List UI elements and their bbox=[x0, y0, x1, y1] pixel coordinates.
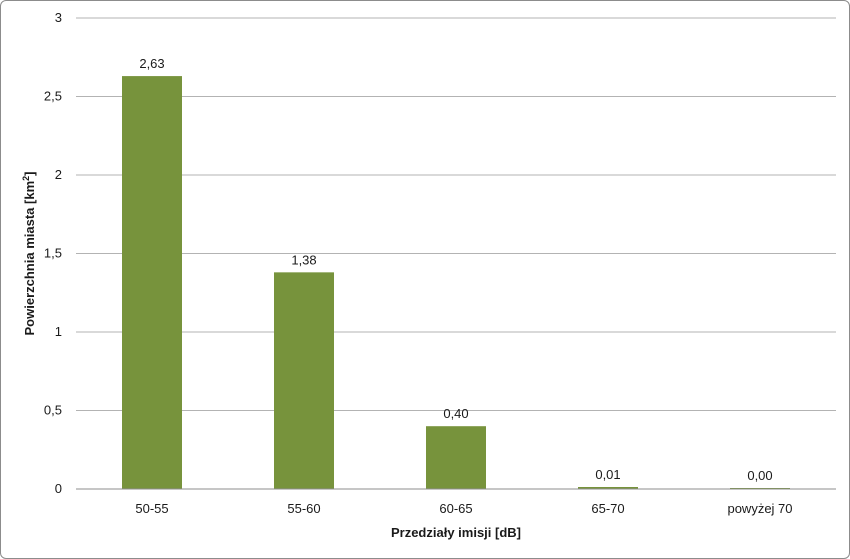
bars bbox=[122, 76, 790, 489]
y-axis-ticks: 0 0,5 1 1,5 2 2,5 3 bbox=[44, 10, 62, 496]
y-tick-label: 1 bbox=[55, 324, 62, 339]
y-tick-label: 0 bbox=[55, 481, 62, 496]
x-tick-label: 50-55 bbox=[135, 501, 168, 516]
data-label: 0,00 bbox=[747, 468, 772, 483]
y-axis-title-end: ] bbox=[22, 172, 37, 176]
bar-65-70 bbox=[578, 487, 638, 489]
bar-55-60 bbox=[274, 272, 334, 489]
y-tick-label: 1,5 bbox=[44, 246, 62, 261]
data-label: 1,38 bbox=[291, 252, 316, 267]
data-label: 0,01 bbox=[595, 467, 620, 482]
y-axis-title-sup: 2 bbox=[21, 176, 31, 181]
x-axis-title: Przedziały imisji [dB] bbox=[391, 525, 521, 540]
y-tick-label: 0,5 bbox=[44, 403, 62, 418]
gridlines bbox=[76, 17, 836, 411]
x-tick-label: 65-70 bbox=[591, 501, 624, 516]
y-axis-title-main: Powierzchnia miasta [km bbox=[22, 181, 37, 336]
x-tick-label: 55-60 bbox=[287, 501, 320, 516]
x-tick-label: 60-65 bbox=[439, 501, 472, 516]
y-tick-label: 2 bbox=[55, 167, 62, 182]
data-label: 2,63 bbox=[139, 56, 164, 71]
x-tick-label: powyżej 70 bbox=[727, 501, 792, 516]
data-labels: 2,63 1,38 0,40 0,01 0,00 bbox=[139, 56, 772, 483]
y-tick-label: 3 bbox=[55, 10, 62, 25]
y-axis-title: Powierzchnia miasta [km2] bbox=[21, 172, 37, 336]
bar-60-65 bbox=[426, 426, 486, 489]
bar-50-55 bbox=[122, 76, 182, 489]
x-axis-ticks: 50-55 55-60 60-65 65-70 powyżej 70 bbox=[135, 501, 792, 516]
data-label: 0,40 bbox=[443, 406, 468, 421]
y-tick-label: 2,5 bbox=[44, 89, 62, 104]
